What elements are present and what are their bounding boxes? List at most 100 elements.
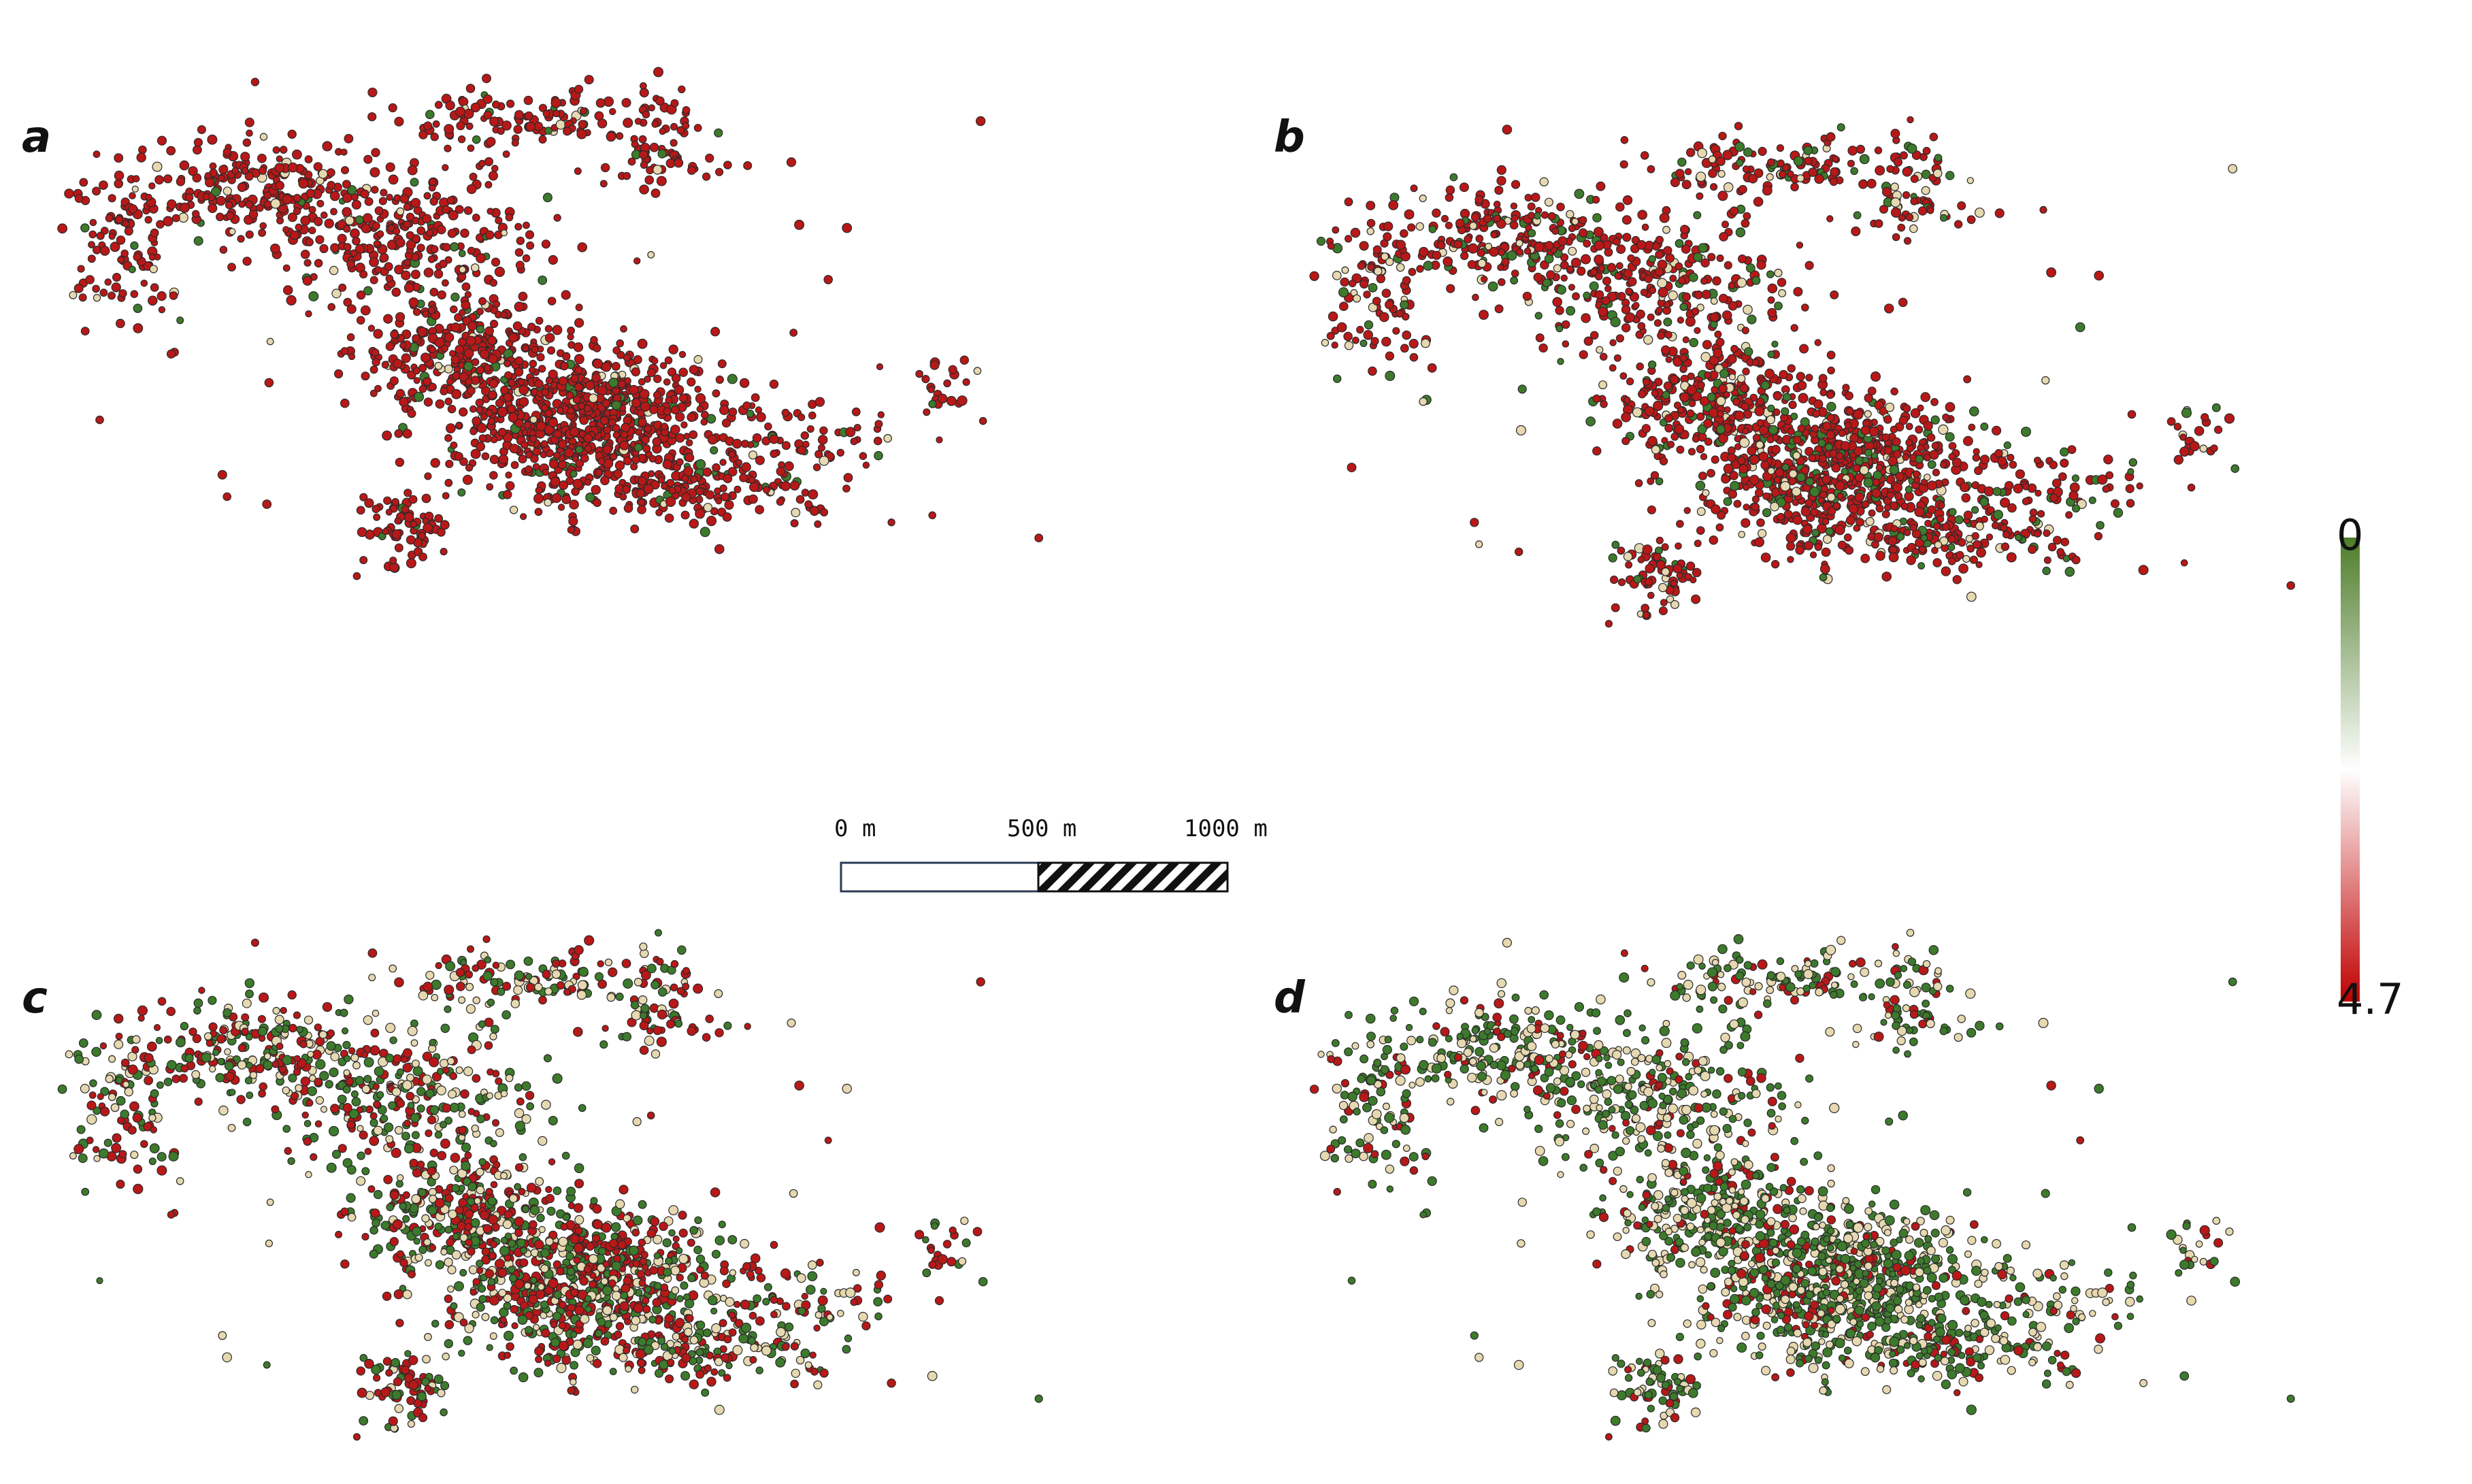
map-point bbox=[264, 378, 274, 388]
map-point bbox=[449, 305, 458, 314]
map-point bbox=[1910, 197, 1918, 205]
map-point bbox=[418, 130, 428, 139]
map-point bbox=[755, 455, 765, 465]
map-point bbox=[514, 248, 524, 257]
map-point bbox=[1479, 310, 1489, 320]
map-point bbox=[706, 414, 716, 424]
map-point bbox=[600, 163, 610, 173]
map-point bbox=[442, 164, 449, 171]
map-point bbox=[1427, 363, 1437, 373]
map-point bbox=[1730, 480, 1740, 491]
map-point bbox=[1811, 425, 1819, 433]
map-point bbox=[1859, 465, 1869, 476]
map-point bbox=[689, 1225, 699, 1235]
map-point bbox=[385, 342, 395, 351]
map-point bbox=[1741, 402, 1749, 411]
map-point bbox=[425, 110, 435, 120]
map-point bbox=[463, 361, 474, 372]
map-point bbox=[470, 376, 480, 385]
map-point bbox=[403, 203, 412, 212]
map-point bbox=[1721, 474, 1730, 484]
map-point bbox=[1979, 497, 1989, 507]
map-point bbox=[1326, 331, 1335, 340]
map-point bbox=[209, 162, 217, 170]
map-point bbox=[548, 369, 558, 380]
map-point bbox=[608, 1279, 616, 1287]
map-point bbox=[1859, 154, 1870, 165]
map-point bbox=[2187, 483, 2196, 492]
map-point bbox=[611, 361, 621, 371]
map-point bbox=[1832, 155, 1839, 163]
map-point bbox=[1694, 540, 1702, 548]
map-point bbox=[714, 1235, 725, 1246]
map-point bbox=[407, 165, 418, 176]
map-point bbox=[276, 155, 283, 163]
map-point bbox=[465, 463, 474, 472]
map-point bbox=[1665, 253, 1675, 263]
map-point bbox=[623, 171, 631, 180]
map-point bbox=[1775, 467, 1785, 478]
map-point bbox=[88, 230, 97, 239]
map-point bbox=[1632, 407, 1643, 418]
map-point bbox=[1702, 489, 1710, 497]
map-point bbox=[2041, 376, 2050, 385]
map-point bbox=[498, 454, 509, 465]
map-point bbox=[467, 246, 476, 255]
map-point bbox=[1732, 397, 1741, 406]
map-point bbox=[494, 266, 506, 278]
map-point bbox=[1594, 240, 1604, 251]
map-point bbox=[1622, 233, 1632, 242]
map-point bbox=[1609, 364, 1617, 372]
map-point bbox=[1850, 167, 1858, 176]
map-point bbox=[466, 184, 477, 195]
map-point bbox=[1568, 246, 1577, 256]
map-point bbox=[1498, 278, 1506, 286]
map-point bbox=[2071, 555, 2081, 565]
map-point bbox=[344, 133, 354, 144]
map-point bbox=[714, 544, 725, 555]
map-point bbox=[1966, 591, 1977, 602]
map-point bbox=[442, 243, 451, 252]
map-point bbox=[1400, 344, 1409, 353]
map-point bbox=[1808, 167, 1817, 177]
map-point bbox=[2064, 566, 2075, 577]
map-point bbox=[1376, 274, 1386, 284]
map-point bbox=[2096, 521, 2105, 530]
map-point bbox=[650, 1217, 660, 1227]
map-point bbox=[710, 507, 719, 516]
map-point bbox=[1633, 575, 1642, 584]
map-point bbox=[814, 397, 825, 407]
map-point bbox=[680, 421, 688, 429]
map-point bbox=[340, 398, 350, 408]
map-point bbox=[120, 249, 129, 258]
map-point bbox=[1675, 169, 1685, 178]
map-point bbox=[1692, 567, 1702, 578]
map-point bbox=[975, 116, 986, 127]
map-point bbox=[114, 153, 124, 163]
map-point bbox=[1611, 603, 1620, 612]
map-point bbox=[1676, 520, 1684, 528]
map-point bbox=[1366, 218, 1376, 228]
map-point bbox=[1802, 524, 1813, 535]
map-point bbox=[1867, 386, 1877, 395]
map-point bbox=[1838, 429, 1846, 438]
map-point bbox=[674, 158, 684, 168]
map-point bbox=[1875, 550, 1885, 561]
map-point bbox=[663, 407, 672, 416]
map-point bbox=[507, 404, 516, 414]
map-point bbox=[1890, 387, 1898, 396]
map-point bbox=[1848, 504, 1859, 514]
map-point bbox=[508, 1266, 516, 1274]
map-point bbox=[1981, 515, 1988, 523]
map-point bbox=[755, 412, 766, 423]
map-point bbox=[693, 1245, 702, 1255]
map-point bbox=[1991, 521, 2000, 529]
map-point bbox=[1748, 174, 1758, 184]
map-point bbox=[1817, 497, 1825, 504]
map-point bbox=[472, 135, 481, 144]
map-point bbox=[1710, 297, 1718, 305]
map-point bbox=[631, 140, 639, 148]
map-point bbox=[1693, 211, 1702, 220]
map-point bbox=[2110, 499, 2120, 508]
map-point bbox=[1686, 409, 1695, 418]
